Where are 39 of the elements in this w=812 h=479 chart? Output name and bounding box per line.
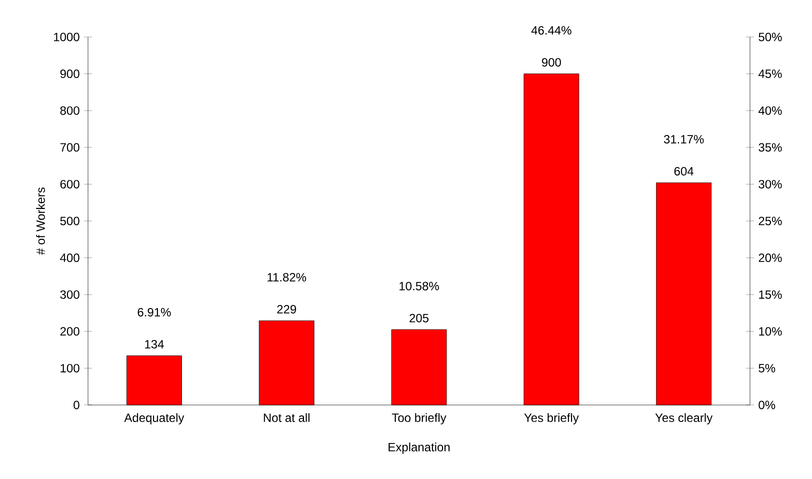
y-tick-label: 500: [60, 216, 80, 226]
y-tick-label: 800: [60, 106, 80, 115]
y2-tick-label: 35%: [758, 143, 782, 152]
y2-tick-label: 5%: [758, 364, 776, 372]
y-tick-label: 900: [60, 70, 80, 78]
y-tick-label: 200: [60, 327, 80, 336]
data-label: 205: [410, 314, 429, 322]
y2-tick-label: 20%: [758, 254, 782, 262]
y-axis-title: # of Workers: [36, 188, 45, 255]
data-label: 900: [542, 58, 561, 67]
y2-tick-label: 50%: [758, 32, 782, 42]
annotation: 11.82%: [268, 273, 306, 282]
y2-tick-label: 0%: [758, 400, 776, 410]
y-tick-label: 700: [60, 143, 80, 152]
y2-tick-label: 40%: [758, 106, 782, 115]
data-label: 134: [145, 340, 164, 348]
x-tick-label: Adequately: [124, 413, 184, 424]
text: 46.44%: [531, 26, 572, 35]
y2-tick-label: 10%: [759, 327, 782, 336]
x-tick-label: Yes clearly: [655, 413, 713, 424]
x-tick-label: Too briefly: [392, 413, 446, 424]
y-tick-label: 600: [60, 180, 80, 188]
y-tick-label: 0: [74, 400, 80, 410]
data-label: 229: [277, 305, 296, 314]
data-label: 604: [674, 167, 694, 176]
y2-tick-label: 45%: [758, 70, 782, 78]
y-tick-label: 100: [60, 364, 80, 372]
annotation: 31.17%: [664, 135, 704, 144]
x-tick-label: Not at all: [264, 413, 310, 422]
y2-tick-label: 15%: [759, 290, 782, 299]
annotation: 6.91%: [138, 308, 171, 316]
annotation: 10.58%: [400, 282, 439, 290]
x-axis-title: Explanation: [388, 442, 450, 454]
x-tick-label: Yes briefly: [524, 413, 579, 424]
y2-tick-label: 25%: [758, 216, 782, 226]
y-tick-label: 300: [60, 290, 80, 299]
y-tick-label: 400: [60, 254, 80, 262]
y-tick-label: 1000: [54, 32, 80, 42]
y2-tick-label: 30%: [758, 180, 782, 188]
